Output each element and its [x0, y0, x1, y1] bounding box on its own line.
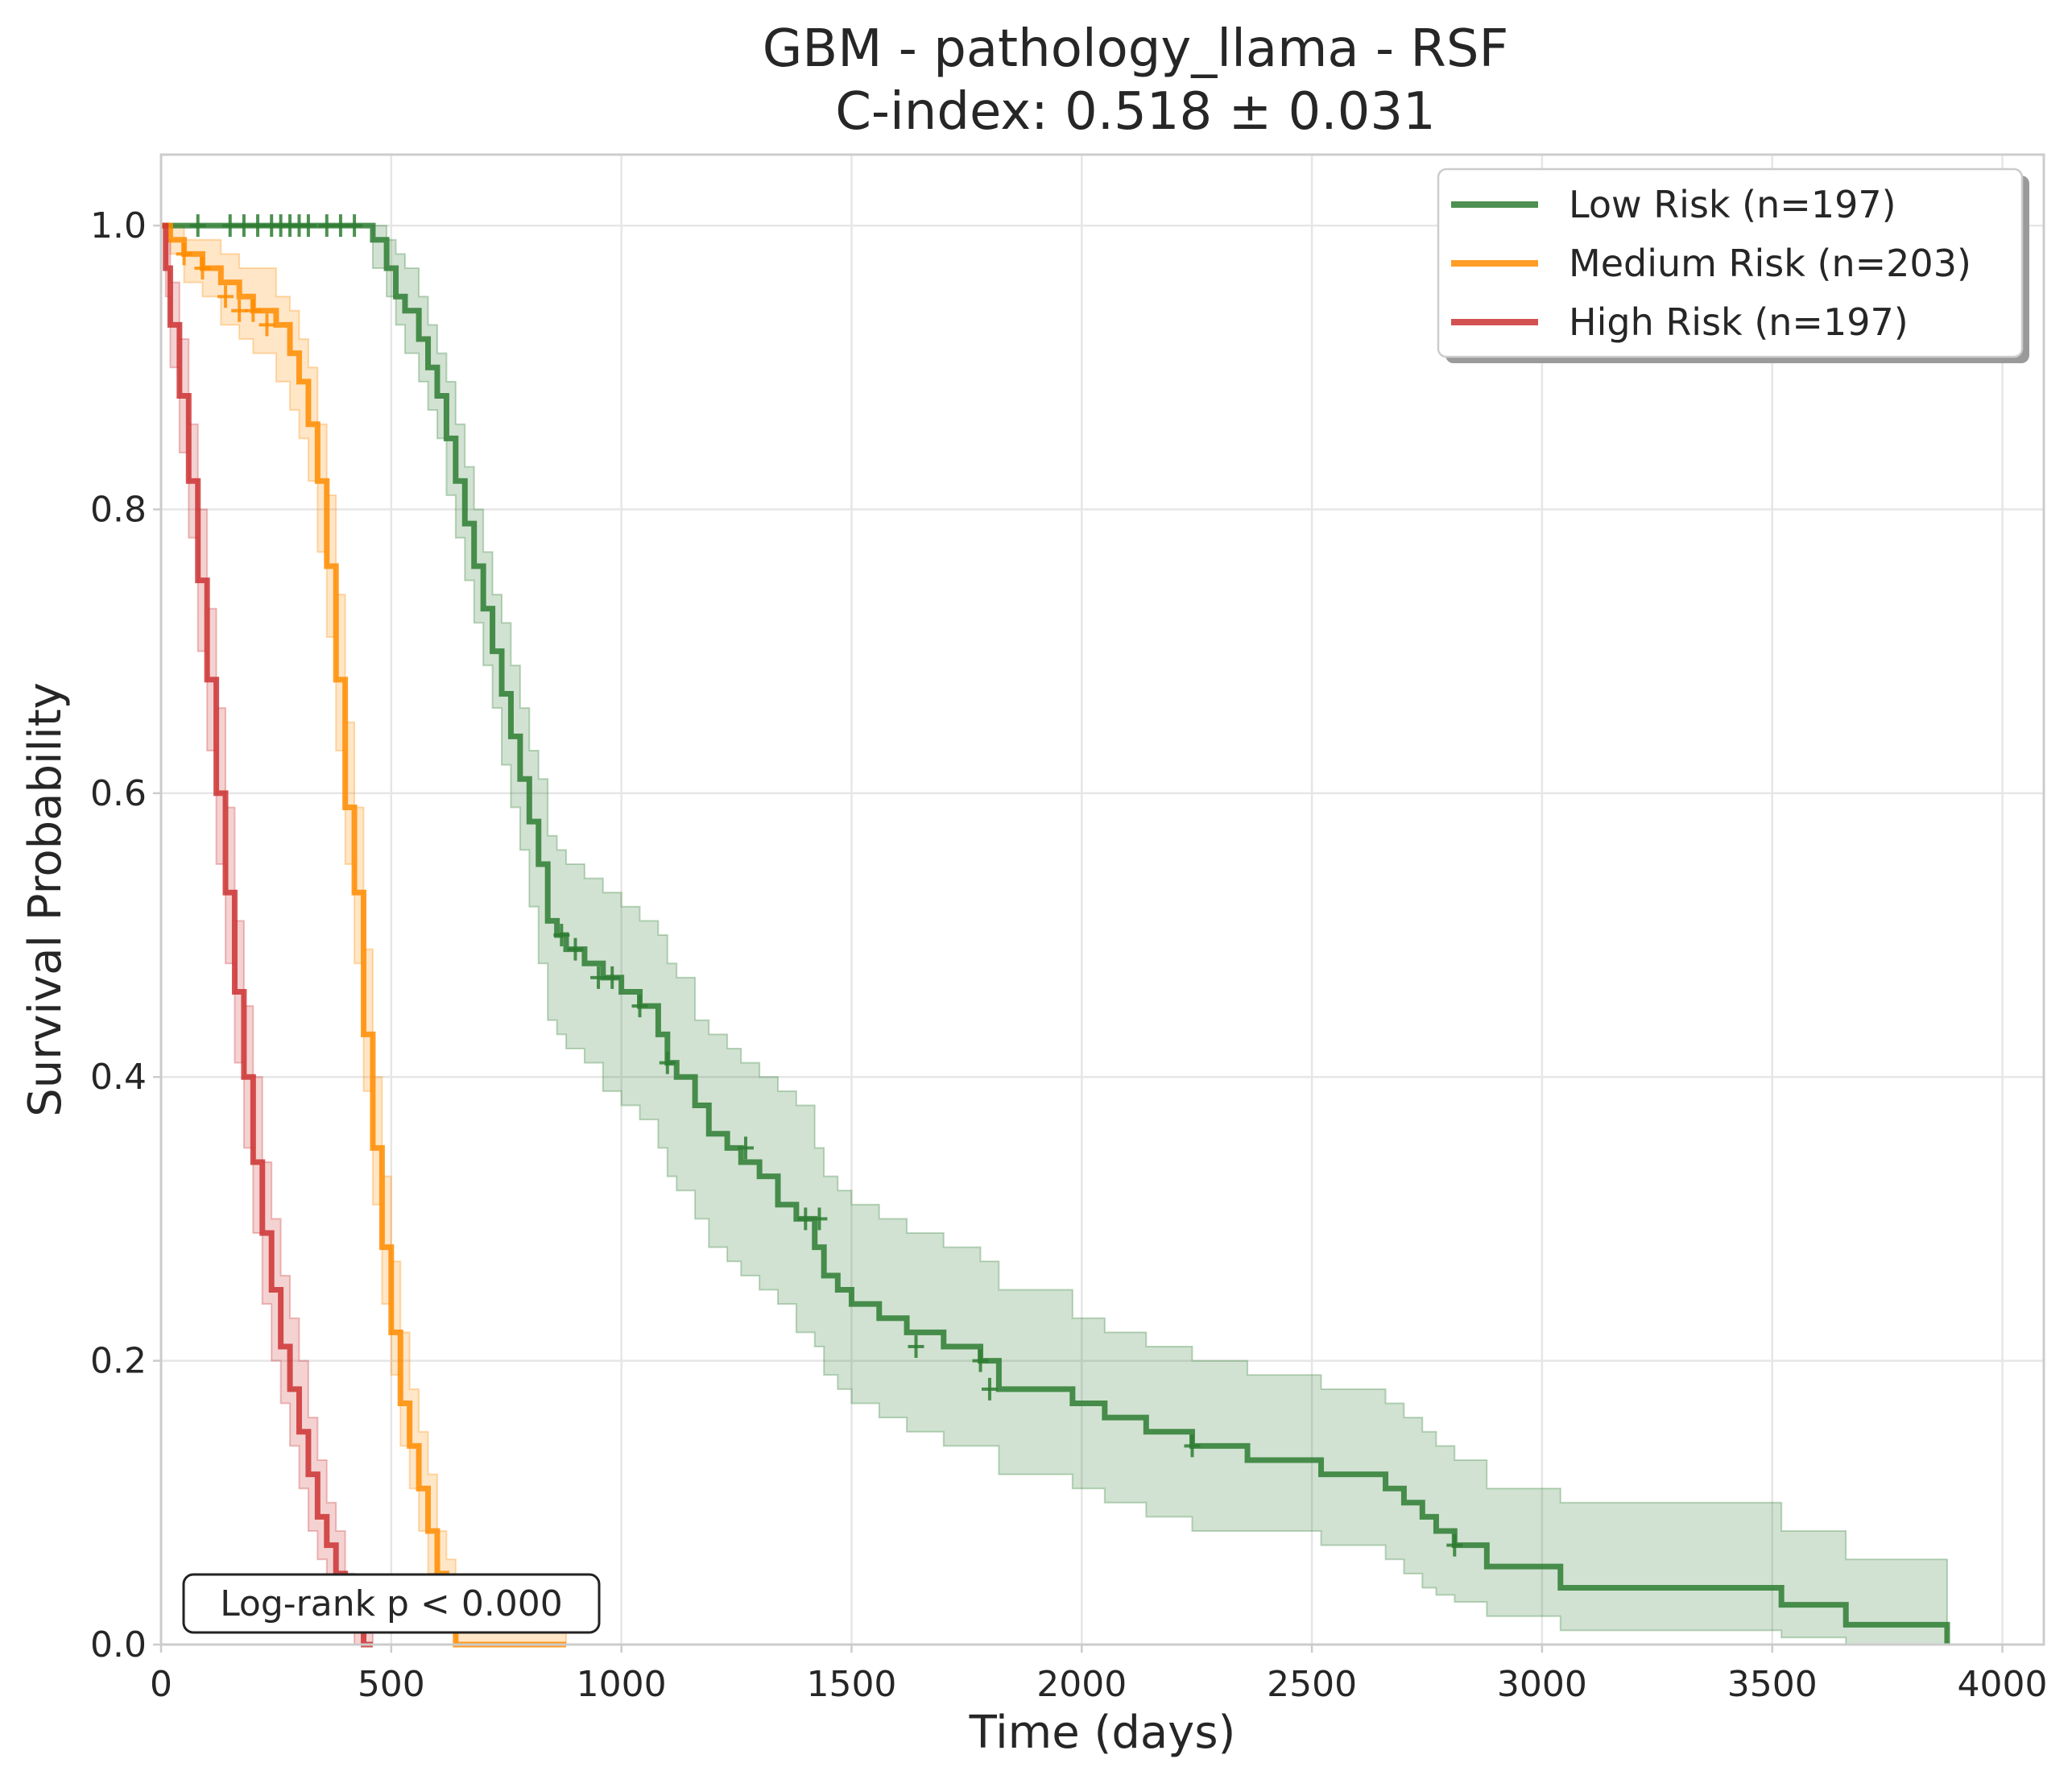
chart-subtitle: C-index: 0.518 ± 0.031 — [835, 82, 1436, 142]
logrank-annotation: Log-rank p < 0.000 — [182, 1573, 601, 1634]
medium-risk-censor-mark — [245, 299, 262, 322]
low-risk-censor-mark — [318, 214, 335, 238]
y-axis-ticks: 0.0 0.2 0.4 0.6 0.8 1.0 — [90, 205, 161, 1665]
low-risk-censor-mark — [553, 924, 570, 947]
x-tick-label: 500 — [358, 1664, 425, 1705]
low-risk-censor-mark — [590, 966, 607, 989]
low-risk-censor-mark — [981, 1377, 998, 1401]
y-tick-label: 0.6 — [90, 773, 147, 814]
x-tick-label: 3000 — [1497, 1664, 1587, 1705]
legend: Low Risk (n=197) Medium Risk (n=203) High … — [1437, 168, 2029, 363]
y-tick-label: 1.0 — [90, 205, 147, 246]
low-risk-censor-mark — [737, 1136, 754, 1160]
legend-label-high: High Risk (n=197) — [1569, 300, 1909, 344]
y-tick-label: 0.0 — [90, 1624, 147, 1665]
low-risk-censor-mark — [604, 966, 621, 989]
high-risk-curve — [161, 222, 373, 1648]
low-risk-ci-band — [161, 225, 1948, 1645]
legend-label-medium: Medium Risk (n=203) — [1569, 242, 1971, 285]
medium-risk-curve — [161, 222, 567, 1648]
low-risk-censor-mark — [250, 214, 267, 238]
y-tick-label: 0.2 — [90, 1341, 147, 1382]
x-axis-ticks: 0 500 1000 1500 2000 2500 3000 3500 4000 — [150, 1645, 2048, 1705]
x-axis-label: Time (days) — [969, 1707, 1236, 1759]
low-risk-censor-mark — [346, 214, 363, 238]
low-risk-censor-mark — [235, 214, 252, 238]
chart-title: GBM - pathology_llama - RSF — [763, 19, 1509, 79]
low-risk-censor-mark — [631, 995, 648, 1018]
low-risk-curve — [161, 222, 1950, 1645]
low-risk-censor-mark — [797, 1207, 814, 1231]
low-risk-censor-mark — [332, 214, 349, 238]
legend-box — [1437, 168, 2024, 358]
y-tick-label: 0.8 — [90, 489, 147, 530]
survival-curves — [161, 222, 1950, 1648]
y-axis-label: Survival Probability — [19, 682, 72, 1117]
low-risk-censor-mark — [908, 1335, 924, 1358]
x-tick-label: 2000 — [1036, 1664, 1127, 1705]
x-tick-label: 1000 — [577, 1664, 667, 1705]
annotation-text: Log-rank p < 0.000 — [220, 1583, 563, 1624]
medium-risk-censor-mark — [176, 242, 192, 266]
low-risk-censor-mark — [221, 214, 238, 238]
low-risk-censor-mark — [1446, 1533, 1463, 1557]
x-tick-label: 3500 — [1727, 1664, 1818, 1705]
low-risk-censor-mark — [972, 1349, 989, 1372]
legend-items: Low Risk (n=197) Medium Risk (n=203) High … — [1451, 183, 1971, 344]
low-risk-censor-mark — [1184, 1434, 1201, 1458]
x-tick-label: 0 — [150, 1664, 172, 1705]
legend-label-low: Low Risk (n=197) — [1569, 183, 1896, 226]
low-risk-censor-mark — [811, 1207, 828, 1231]
medium-risk-censor-mark — [231, 299, 248, 322]
medium-risk-censor-mark — [194, 256, 211, 279]
x-tick-label: 2500 — [1267, 1664, 1357, 1705]
low-risk-censor-mark — [189, 214, 206, 238]
x-tick-label: 4000 — [1958, 1664, 2048, 1705]
censor-marks — [176, 214, 1463, 1557]
medium-risk-censor-mark — [217, 285, 234, 308]
low-risk-censor-mark — [300, 214, 316, 238]
y-tick-label: 0.4 — [90, 1057, 147, 1098]
low-risk-censor-mark — [567, 937, 584, 961]
plot-frame — [159, 153, 2045, 1646]
annotation-box — [182, 1573, 601, 1634]
x-tick-label: 1500 — [806, 1664, 896, 1705]
low-risk-censor-mark — [659, 1051, 676, 1074]
medium-risk-censor-mark — [258, 313, 275, 337]
